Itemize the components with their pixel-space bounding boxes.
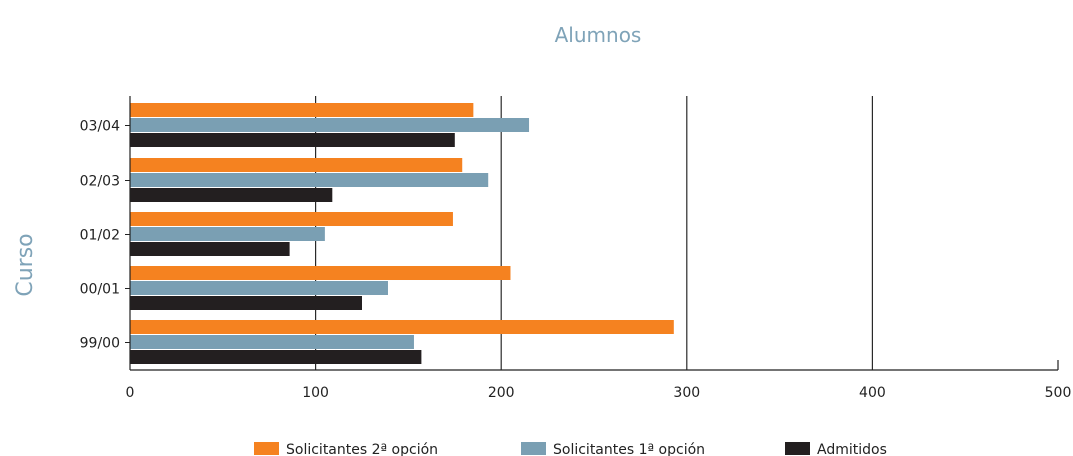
y-tick-label: 99/00 bbox=[80, 336, 120, 352]
legend-swatch-1 bbox=[521, 442, 546, 455]
legend-swatch-2 bbox=[785, 442, 810, 455]
bar-00-01-series-2 bbox=[130, 296, 362, 310]
bar-01-02-series-1 bbox=[130, 227, 325, 241]
bar-02-03-series-2 bbox=[130, 188, 333, 202]
legend-label-2: Admitidos bbox=[817, 442, 887, 456]
x-tick-label: 300 bbox=[673, 385, 700, 401]
bar-00-01-series-0 bbox=[130, 266, 511, 280]
y-tick-label: 01/02 bbox=[80, 228, 120, 244]
x-tick-label: 0 bbox=[126, 385, 135, 401]
y-tick-label: 03/04 bbox=[80, 119, 120, 135]
x-tick-label: 400 bbox=[859, 385, 886, 401]
x-tick-label: 500 bbox=[1045, 385, 1072, 401]
axes: 0 100 200 300 400 500 03/04 02/03 01/02 00/01 99/0… bbox=[80, 96, 1072, 401]
bar-99-00-series-1 bbox=[130, 335, 414, 349]
bar-02-03-series-1 bbox=[130, 173, 489, 187]
bar-00-01-series-1 bbox=[130, 281, 388, 295]
x-tick-label: 200 bbox=[488, 385, 515, 401]
bar-03-04-series-1 bbox=[130, 118, 530, 132]
bar-03-04-series-2 bbox=[130, 133, 455, 147]
x-tick-label: 100 bbox=[302, 385, 329, 401]
bar-99-00-series-0 bbox=[130, 320, 674, 334]
legend-label-0: Solicitantes 2ª opción bbox=[286, 442, 438, 456]
y-tick-label: 00/01 bbox=[80, 282, 120, 298]
legend: Solicitantes 2ª opción Solicitantes 1ª op… bbox=[254, 442, 887, 456]
y-axis-label: Curso bbox=[13, 233, 38, 296]
bar-01-02-series-0 bbox=[130, 212, 453, 226]
bars bbox=[130, 103, 674, 364]
bar-01-02-series-2 bbox=[130, 242, 290, 256]
legend-label-1: Solicitantes 1ª opción bbox=[553, 442, 705, 456]
legend-swatch-0 bbox=[254, 442, 279, 455]
chart-title: Alumnos bbox=[555, 23, 642, 47]
bar-02-03-series-0 bbox=[130, 158, 463, 172]
bar-99-00-series-2 bbox=[130, 350, 422, 364]
y-tick-label: 02/03 bbox=[80, 174, 120, 190]
bar-03-04-series-0 bbox=[130, 103, 474, 117]
